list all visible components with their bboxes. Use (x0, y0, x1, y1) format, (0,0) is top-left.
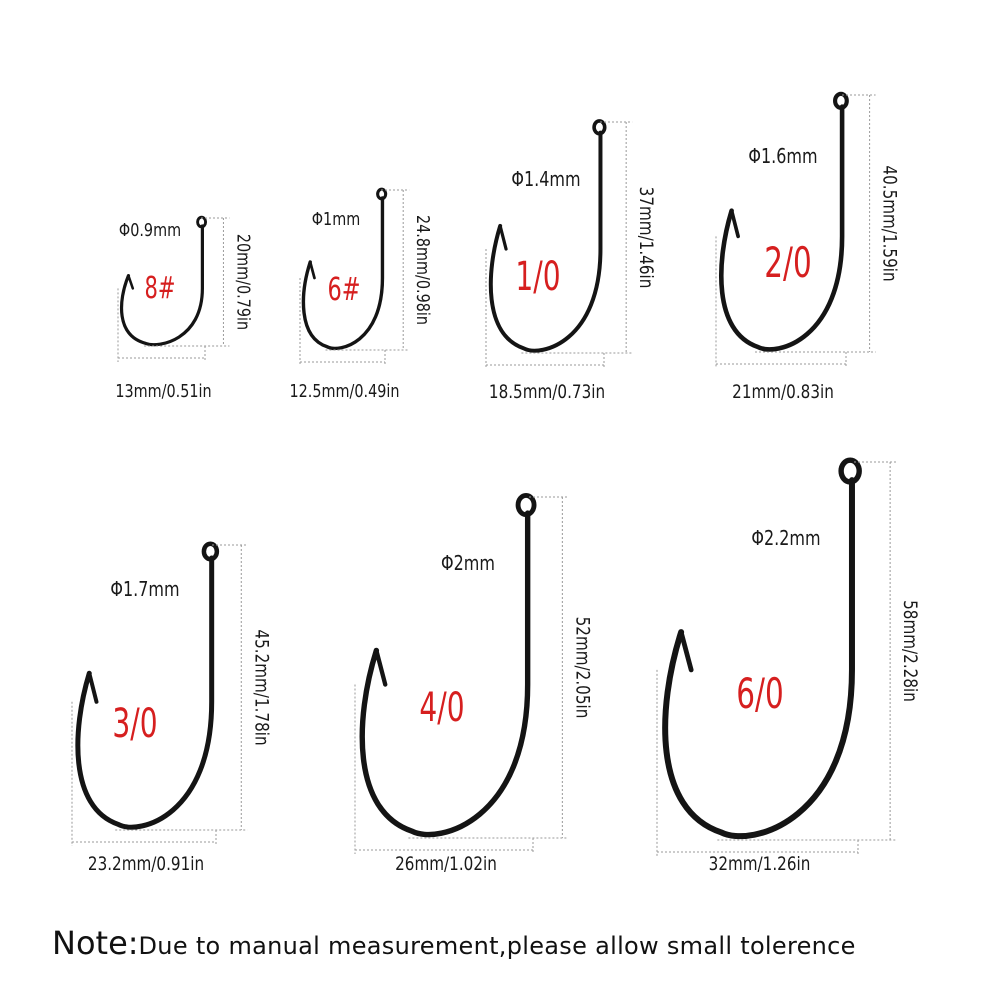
hook-size-label: 8# (144, 271, 175, 306)
barb-icon (729, 208, 740, 239)
hook-5: 3/0 Φ1.7mm 45.2mm/1.78in 23.2mm/0.91in (71, 541, 272, 876)
hook-1: 8# Φ0.9mm 20mm/0.79in 13mm/0.51in (115, 215, 254, 401)
hook-length-label: 37mm/1.46in (635, 187, 657, 289)
hook-2: 6# Φ1mm 24.8mm/0.98in 12.5mm/0.49in (289, 187, 434, 401)
hook-width-label: 12.5mm/0.49in (289, 380, 399, 401)
hook-body (359, 510, 531, 838)
hook-width-label: 21mm/0.83in (732, 381, 834, 403)
hook-length-label: 45.2mm/1.78in (250, 629, 272, 745)
wire-diameter-label: Φ1.6mm (748, 145, 817, 168)
hook-eye-icon (376, 187, 388, 201)
hook-length-label: 24.8mm/0.98in (413, 215, 434, 325)
hook-3: 1/0 Φ1.4mm 37mm/1.46in 18.5mm/0.73in (485, 119, 657, 404)
hook-size-label: 4/0 (419, 685, 464, 731)
hook-length-label: 20mm/0.79in (233, 234, 254, 330)
hook-length-label: 52mm/2.05in (571, 617, 593, 719)
hook-eye-icon (833, 91, 849, 110)
hook-size-label: 6/0 (736, 669, 783, 718)
hook-width-label: 23.2mm/0.91in (88, 853, 204, 875)
hook-size-label: 2/0 (764, 238, 811, 287)
hook-7: 6/0 Φ2.2mm 58mm/2.28in 32mm/1.26in (656, 457, 921, 876)
hook-length-label: 40.5mm/1.59in (878, 165, 900, 281)
barb-icon (498, 224, 508, 251)
hook-eye-icon (592, 119, 607, 136)
hook-body (75, 555, 215, 830)
hook-body (119, 224, 204, 347)
hook-length-label: 58mm/2.28in (899, 600, 921, 702)
hook-eye-icon (838, 457, 862, 485)
hook-width-label: 32mm/1.26in (709, 853, 811, 875)
wire-diameter-label: Φ2mm (441, 552, 495, 575)
hook-size-label: 1/0 (515, 254, 560, 300)
wire-diameter-label: Φ2.2mm (751, 527, 820, 550)
hook-body (488, 130, 603, 353)
hook-4: 2/0 Φ1.6mm 40.5mm/1.59in 21mm/0.83in (715, 91, 900, 404)
hook-6: 4/0 Φ2mm 52mm/2.05in 26mm/1.02in (354, 492, 593, 876)
hook-width-label: 18.5mm/0.73in (489, 381, 605, 403)
wire-diameter-label: Φ1.7mm (110, 578, 179, 601)
barb-icon (127, 274, 135, 290)
hook-body (662, 477, 855, 840)
hook-eye-icon (196, 215, 208, 229)
barb-icon (678, 629, 694, 673)
note-text: Due to manual measurement,please allow s… (138, 932, 856, 960)
note-lead: Note: (52, 924, 139, 962)
barb-icon (308, 260, 316, 280)
hook-body (301, 196, 385, 351)
wire-diameter-label: Φ0.9mm (119, 219, 181, 240)
barb-icon (374, 648, 388, 687)
hook-width-label: 26mm/1.02in (395, 853, 497, 875)
hook-eye-icon (201, 541, 220, 562)
hook-width-label: 13mm/0.51in (115, 380, 211, 401)
hook-body (719, 104, 845, 352)
wire-diameter-label: Φ1.4mm (511, 168, 580, 191)
measurement-note: Note:Due to manual measurement,please al… (52, 924, 972, 962)
hook-size-label: 6# (327, 270, 360, 308)
hook-size-label: 3/0 (112, 701, 157, 747)
barb-icon (87, 671, 99, 704)
hook-eye-icon (515, 492, 537, 518)
wire-diameter-label: Φ1mm (312, 208, 361, 229)
